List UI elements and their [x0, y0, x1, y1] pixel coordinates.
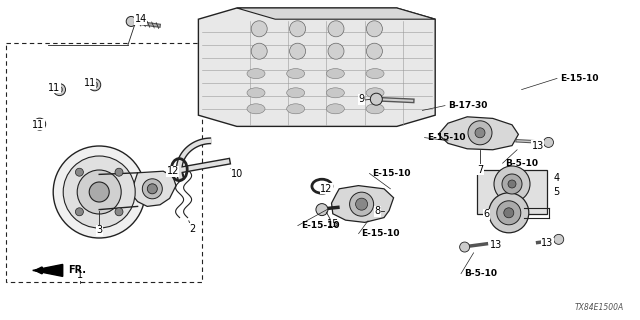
Circle shape — [89, 182, 109, 202]
Ellipse shape — [247, 68, 265, 79]
Text: E-15-10: E-15-10 — [362, 229, 400, 238]
Text: B-17-30: B-17-30 — [448, 101, 488, 110]
Text: 10: 10 — [230, 169, 243, 180]
Circle shape — [508, 180, 516, 188]
Text: 11: 11 — [83, 78, 96, 88]
Text: 15: 15 — [326, 219, 339, 229]
Text: B-5-10: B-5-10 — [506, 159, 539, 168]
Text: 2: 2 — [189, 224, 195, 234]
Ellipse shape — [287, 68, 305, 79]
Text: 12: 12 — [166, 166, 179, 176]
Polygon shape — [198, 8, 435, 126]
Ellipse shape — [366, 68, 384, 79]
Ellipse shape — [326, 88, 344, 98]
Circle shape — [147, 184, 157, 194]
Ellipse shape — [326, 68, 344, 79]
Circle shape — [460, 242, 470, 252]
Text: 3: 3 — [96, 225, 102, 236]
Text: 7: 7 — [477, 164, 483, 175]
Text: 9: 9 — [358, 94, 365, 104]
Circle shape — [56, 87, 63, 92]
Circle shape — [366, 43, 383, 59]
Circle shape — [554, 234, 564, 244]
Text: B-5-10: B-5-10 — [464, 269, 497, 278]
Ellipse shape — [247, 88, 265, 98]
Circle shape — [356, 198, 367, 210]
Bar — [6, 43, 202, 282]
Text: 13: 13 — [490, 240, 502, 250]
Circle shape — [468, 121, 492, 145]
Circle shape — [349, 192, 374, 216]
Bar — [477, 170, 547, 214]
Text: 11: 11 — [48, 83, 61, 93]
Circle shape — [489, 193, 529, 233]
Circle shape — [76, 168, 83, 176]
Circle shape — [497, 201, 521, 225]
Circle shape — [290, 21, 306, 37]
Circle shape — [76, 208, 83, 216]
Polygon shape — [332, 186, 394, 222]
Polygon shape — [131, 171, 176, 206]
Polygon shape — [438, 117, 518, 150]
Circle shape — [115, 208, 123, 216]
Circle shape — [475, 128, 485, 138]
Ellipse shape — [287, 88, 305, 98]
Circle shape — [252, 43, 268, 59]
Circle shape — [89, 79, 100, 91]
Text: 14: 14 — [134, 14, 147, 24]
Ellipse shape — [326, 104, 344, 114]
Text: 13: 13 — [541, 238, 554, 248]
Circle shape — [328, 21, 344, 37]
Circle shape — [142, 179, 163, 199]
Circle shape — [115, 168, 123, 176]
Text: 5: 5 — [554, 187, 560, 197]
Circle shape — [92, 82, 98, 88]
Text: E-15-10: E-15-10 — [301, 221, 339, 230]
Circle shape — [290, 43, 306, 59]
Circle shape — [328, 43, 344, 59]
Circle shape — [63, 156, 135, 228]
Ellipse shape — [287, 104, 305, 114]
Circle shape — [316, 204, 328, 216]
Polygon shape — [237, 8, 435, 19]
Circle shape — [54, 84, 65, 96]
Text: 11: 11 — [32, 120, 45, 130]
Circle shape — [494, 166, 530, 202]
Ellipse shape — [366, 104, 384, 114]
Polygon shape — [33, 264, 63, 276]
Text: TX84E1500A: TX84E1500A — [575, 303, 624, 312]
Circle shape — [77, 170, 121, 214]
Text: 12: 12 — [320, 184, 333, 194]
Text: FR.: FR. — [68, 265, 86, 276]
Text: E-15-10: E-15-10 — [428, 133, 466, 142]
Circle shape — [126, 16, 136, 27]
Ellipse shape — [366, 88, 384, 98]
Text: 8: 8 — [374, 206, 381, 216]
Circle shape — [53, 146, 145, 238]
Circle shape — [371, 93, 382, 105]
Text: 1: 1 — [77, 270, 83, 280]
Circle shape — [504, 208, 514, 218]
Text: E-15-10: E-15-10 — [560, 74, 598, 83]
Circle shape — [36, 121, 43, 127]
Text: 4: 4 — [554, 172, 560, 183]
Circle shape — [543, 137, 554, 148]
Circle shape — [366, 21, 383, 37]
Circle shape — [252, 21, 268, 37]
Circle shape — [34, 118, 45, 130]
Text: 13: 13 — [531, 140, 544, 151]
Text: 6: 6 — [483, 209, 490, 220]
Text: E-15-10: E-15-10 — [372, 169, 411, 178]
Circle shape — [502, 174, 522, 194]
Ellipse shape — [247, 104, 265, 114]
